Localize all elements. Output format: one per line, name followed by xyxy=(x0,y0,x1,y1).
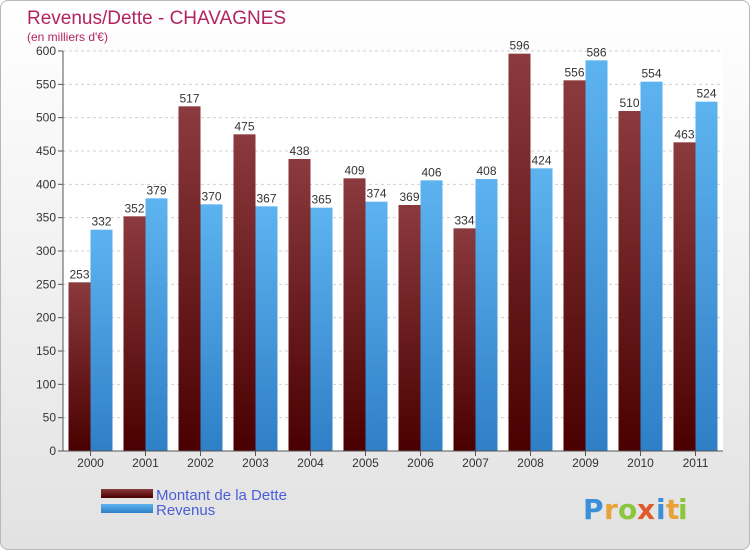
x-tick-label: 2003 xyxy=(242,456,269,470)
value-label: 367 xyxy=(256,191,276,205)
x-tick-label: 2007 xyxy=(462,456,489,470)
bar-revenus xyxy=(585,60,608,451)
logo-letter: P xyxy=(583,493,604,526)
x-tick-label: 2001 xyxy=(132,456,159,470)
bar-dette xyxy=(233,134,256,452)
legend-label-debt: Montant de la Dette xyxy=(156,487,287,504)
value-label: 379 xyxy=(146,183,166,197)
y-tick-label: 50 xyxy=(43,411,57,425)
logo-letter: o xyxy=(618,493,637,526)
logo-letter: x xyxy=(637,493,655,526)
value-label: 554 xyxy=(641,67,661,81)
y-tick-label: 150 xyxy=(36,344,56,358)
value-label: 365 xyxy=(311,193,331,207)
bar-revenus xyxy=(695,101,718,452)
bar-dette xyxy=(453,228,476,451)
x-tick-label: 2002 xyxy=(187,456,214,470)
legend-swatch-debt xyxy=(101,489,153,498)
value-label: 517 xyxy=(179,91,199,105)
x-tick-label: 2005 xyxy=(352,456,379,470)
logo-letter: i xyxy=(678,493,688,526)
chart-subtitle: (en milliers d'€) xyxy=(27,30,108,44)
value-label: 334 xyxy=(454,213,474,227)
value-label: 370 xyxy=(201,189,221,203)
chart-title: Revenus/Dette - CHAVAGNES xyxy=(27,8,286,29)
bar-revenus xyxy=(90,229,113,451)
bar-dette xyxy=(178,106,201,451)
value-label: 438 xyxy=(289,144,309,158)
bar-revenus xyxy=(420,180,443,452)
y-tick-label: 450 xyxy=(36,144,56,158)
value-label: 586 xyxy=(586,45,606,59)
x-tick-label: 2011 xyxy=(683,456,709,470)
bar-dette xyxy=(288,159,311,451)
bar-revenus xyxy=(640,81,663,452)
bar-dette xyxy=(68,282,91,451)
bar-dette xyxy=(618,111,641,451)
legend-swatch-revenus xyxy=(101,504,153,513)
value-label: 369 xyxy=(399,190,419,204)
value-label: 374 xyxy=(366,187,386,201)
y-tick-label: 600 xyxy=(36,44,56,58)
value-label: 408 xyxy=(476,164,496,178)
y-tick-label: 250 xyxy=(36,277,56,291)
x-tick-label: 2004 xyxy=(297,456,324,470)
logo-letter: t xyxy=(666,493,679,526)
value-label: 253 xyxy=(69,267,89,281)
value-label: 510 xyxy=(619,96,639,110)
value-label: 463 xyxy=(674,127,694,141)
logo-letter: i xyxy=(656,493,666,526)
x-tick-label: 2009 xyxy=(572,456,599,470)
value-label: 556 xyxy=(564,65,584,79)
value-label: 475 xyxy=(234,119,254,133)
y-tick-label: 100 xyxy=(36,377,56,391)
bars xyxy=(68,53,718,452)
bar-revenus xyxy=(365,201,388,451)
y-tick-label: 0 xyxy=(49,444,56,458)
y-axis: 0 50 100 150 200 250 300 350 400 450 500 550 600 xyxy=(36,44,64,458)
x-tick-label: 2010 xyxy=(627,456,654,470)
logo-letter: r xyxy=(604,493,618,526)
x-axis: 2000 2001 2002 2003 2004 2005 2006 2007 2008 2009… xyxy=(63,450,723,470)
x-tick-label: 2008 xyxy=(517,456,544,470)
x-tick-label: 2000 xyxy=(77,456,104,470)
bar-dette xyxy=(508,53,531,452)
legend-label-revenus: Revenus xyxy=(156,502,215,519)
value-label: 524 xyxy=(696,87,716,101)
y-tick-label: 350 xyxy=(36,211,56,225)
bar-dette xyxy=(123,216,146,451)
bar-revenus xyxy=(475,179,498,451)
legend: Montant de la Dette Revenus xyxy=(101,487,287,519)
bar-dette xyxy=(343,178,366,452)
bar-revenus xyxy=(530,168,553,452)
y-tick-label: 550 xyxy=(36,77,56,91)
bar-revenus xyxy=(255,206,278,451)
bar-dette xyxy=(673,142,696,452)
y-tick-label: 400 xyxy=(36,177,56,191)
bar-revenus xyxy=(145,198,168,451)
value-label: 352 xyxy=(124,201,144,215)
y-tick-label: 200 xyxy=(36,311,56,325)
y-tick-label: 500 xyxy=(36,111,56,125)
value-label: 409 xyxy=(344,163,364,177)
bar-revenus xyxy=(310,207,333,451)
bar-dette xyxy=(563,80,586,451)
bar-dette xyxy=(398,205,421,451)
value-label: 596 xyxy=(509,39,529,53)
value-label: 406 xyxy=(421,165,441,179)
bar-revenus xyxy=(200,204,223,451)
value-label: 424 xyxy=(531,153,551,167)
y-tick-label: 300 xyxy=(36,244,56,258)
x-tick-label: 2006 xyxy=(407,456,434,470)
value-label: 332 xyxy=(91,215,111,229)
